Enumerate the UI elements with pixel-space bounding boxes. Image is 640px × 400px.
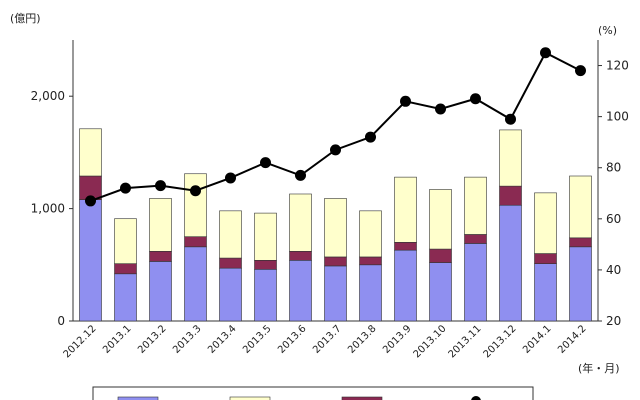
line-point bbox=[260, 157, 271, 169]
bar-segment-3 bbox=[254, 212, 277, 261]
bar-segment-3 bbox=[219, 210, 242, 259]
right-tick-label: 80 bbox=[606, 161, 621, 175]
bar-segment-3 bbox=[289, 193, 312, 252]
legend-swatch-3 bbox=[229, 396, 271, 400]
bar-segment-1 bbox=[324, 265, 347, 322]
legend-swatch-1 bbox=[117, 396, 159, 400]
bar-segment-2 bbox=[254, 260, 277, 270]
line-point bbox=[505, 113, 516, 125]
bar-segment-2 bbox=[184, 236, 207, 248]
bar-segment-3 bbox=[569, 175, 592, 239]
bar-segment-2 bbox=[289, 251, 312, 261]
right-axis-unit: (%) bbox=[598, 24, 617, 37]
right-tick-label: 100 bbox=[606, 110, 629, 124]
line-point bbox=[330, 144, 341, 156]
bar-segment-2 bbox=[394, 242, 417, 251]
bar-segment-2 bbox=[324, 256, 347, 267]
legend-swatch-2 bbox=[341, 396, 383, 400]
bar-segment-1 bbox=[114, 273, 137, 322]
bar-segment-2 bbox=[114, 263, 137, 275]
line-point bbox=[190, 185, 201, 197]
legend-line-marker bbox=[471, 396, 481, 400]
bar-segment-3 bbox=[429, 189, 452, 250]
bar-segment-3 bbox=[184, 173, 207, 237]
bar-segment-3 bbox=[149, 198, 172, 252]
bar-series bbox=[79, 128, 592, 322]
category-label: 2013.7 bbox=[311, 323, 344, 356]
right-tick-label: 120 bbox=[606, 59, 629, 73]
category-label: 2013.8 bbox=[346, 323, 379, 356]
left-tick-label: 2,000 bbox=[31, 89, 65, 103]
bar-segment-3 bbox=[394, 176, 417, 243]
category-label: 2013.3 bbox=[171, 323, 204, 356]
line-point bbox=[295, 169, 306, 181]
bar-segment-1 bbox=[219, 267, 242, 322]
bar-segment-1 bbox=[534, 263, 557, 322]
bar-segment-1 bbox=[464, 243, 487, 322]
line-point bbox=[435, 103, 446, 115]
category-label: 2013.9 bbox=[381, 323, 414, 356]
bar-segment-1 bbox=[254, 268, 277, 322]
category-label: 2013.12 bbox=[482, 323, 519, 360]
bar-segment-2 bbox=[499, 185, 522, 206]
bar-segment-3 bbox=[79, 128, 102, 177]
category-labels: 2012.12 2013.1 2013.2 2013.3 2013.4 2013.5 201… bbox=[62, 323, 589, 360]
left-axis-unit: (億円) bbox=[10, 12, 41, 25]
line-point bbox=[365, 131, 376, 143]
bar-segment-2 bbox=[219, 257, 242, 269]
bar-segment-3 bbox=[114, 218, 137, 264]
bar-segment-1 bbox=[569, 246, 592, 322]
bar-segment-2 bbox=[464, 234, 487, 244]
category-label: 2013.4 bbox=[206, 323, 239, 356]
right-tick-label: 40 bbox=[606, 263, 621, 277]
right-tick-label: 20 bbox=[606, 314, 621, 328]
line-point bbox=[540, 47, 551, 59]
bar-segment-2 bbox=[569, 237, 592, 248]
line-point bbox=[120, 182, 131, 194]
bar-segment-1 bbox=[149, 261, 172, 322]
bar-segment-3 bbox=[464, 176, 487, 235]
x-axis-unit: (年・月) bbox=[578, 361, 620, 375]
category-label: 2013.1 bbox=[101, 323, 134, 356]
line-point bbox=[225, 172, 236, 184]
bar-segment-2 bbox=[534, 253, 557, 264]
left-tick-label: 1,000 bbox=[31, 202, 65, 216]
line-point bbox=[575, 65, 586, 77]
right-axis-ticks: 20 40 60 80 100 120 bbox=[598, 59, 629, 328]
line-series bbox=[85, 47, 586, 207]
category-label: 2014.1 bbox=[521, 323, 554, 356]
bar-segment-3 bbox=[324, 198, 347, 258]
line-point bbox=[400, 95, 411, 107]
left-axis-ticks: 0 1,000 2,000 bbox=[31, 89, 73, 328]
line-point bbox=[85, 195, 96, 207]
legend bbox=[92, 386, 534, 400]
bar-segment-1 bbox=[184, 246, 207, 322]
bar-segment-3 bbox=[499, 129, 522, 187]
bar-segment-1 bbox=[429, 262, 452, 322]
bar-segment-3 bbox=[359, 210, 382, 258]
bar-segment-2 bbox=[149, 251, 172, 262]
category-label: 2013.10 bbox=[412, 323, 449, 360]
bar-segment-1 bbox=[359, 264, 382, 322]
category-label: 2014.2 bbox=[556, 323, 589, 356]
line-point bbox=[155, 180, 166, 192]
bar-segment-1 bbox=[289, 260, 312, 322]
bar-segment-1 bbox=[499, 204, 522, 322]
category-label: 2013.11 bbox=[447, 323, 484, 360]
legend-box bbox=[92, 386, 534, 400]
bar-segment-1 bbox=[394, 249, 417, 322]
bar-segment-2 bbox=[429, 248, 452, 263]
bar-segment-1 bbox=[79, 199, 102, 322]
left-tick-label: 0 bbox=[57, 314, 65, 328]
category-label: 2013.2 bbox=[136, 323, 169, 356]
right-tick-label: 60 bbox=[606, 212, 621, 226]
category-label: 2012.12 bbox=[62, 323, 99, 360]
line-point bbox=[470, 93, 481, 105]
bar-segment-2 bbox=[359, 256, 382, 266]
category-label: 2013.6 bbox=[276, 323, 309, 356]
category-label: 2013.5 bbox=[241, 323, 274, 356]
bar-segment-3 bbox=[534, 192, 557, 254]
